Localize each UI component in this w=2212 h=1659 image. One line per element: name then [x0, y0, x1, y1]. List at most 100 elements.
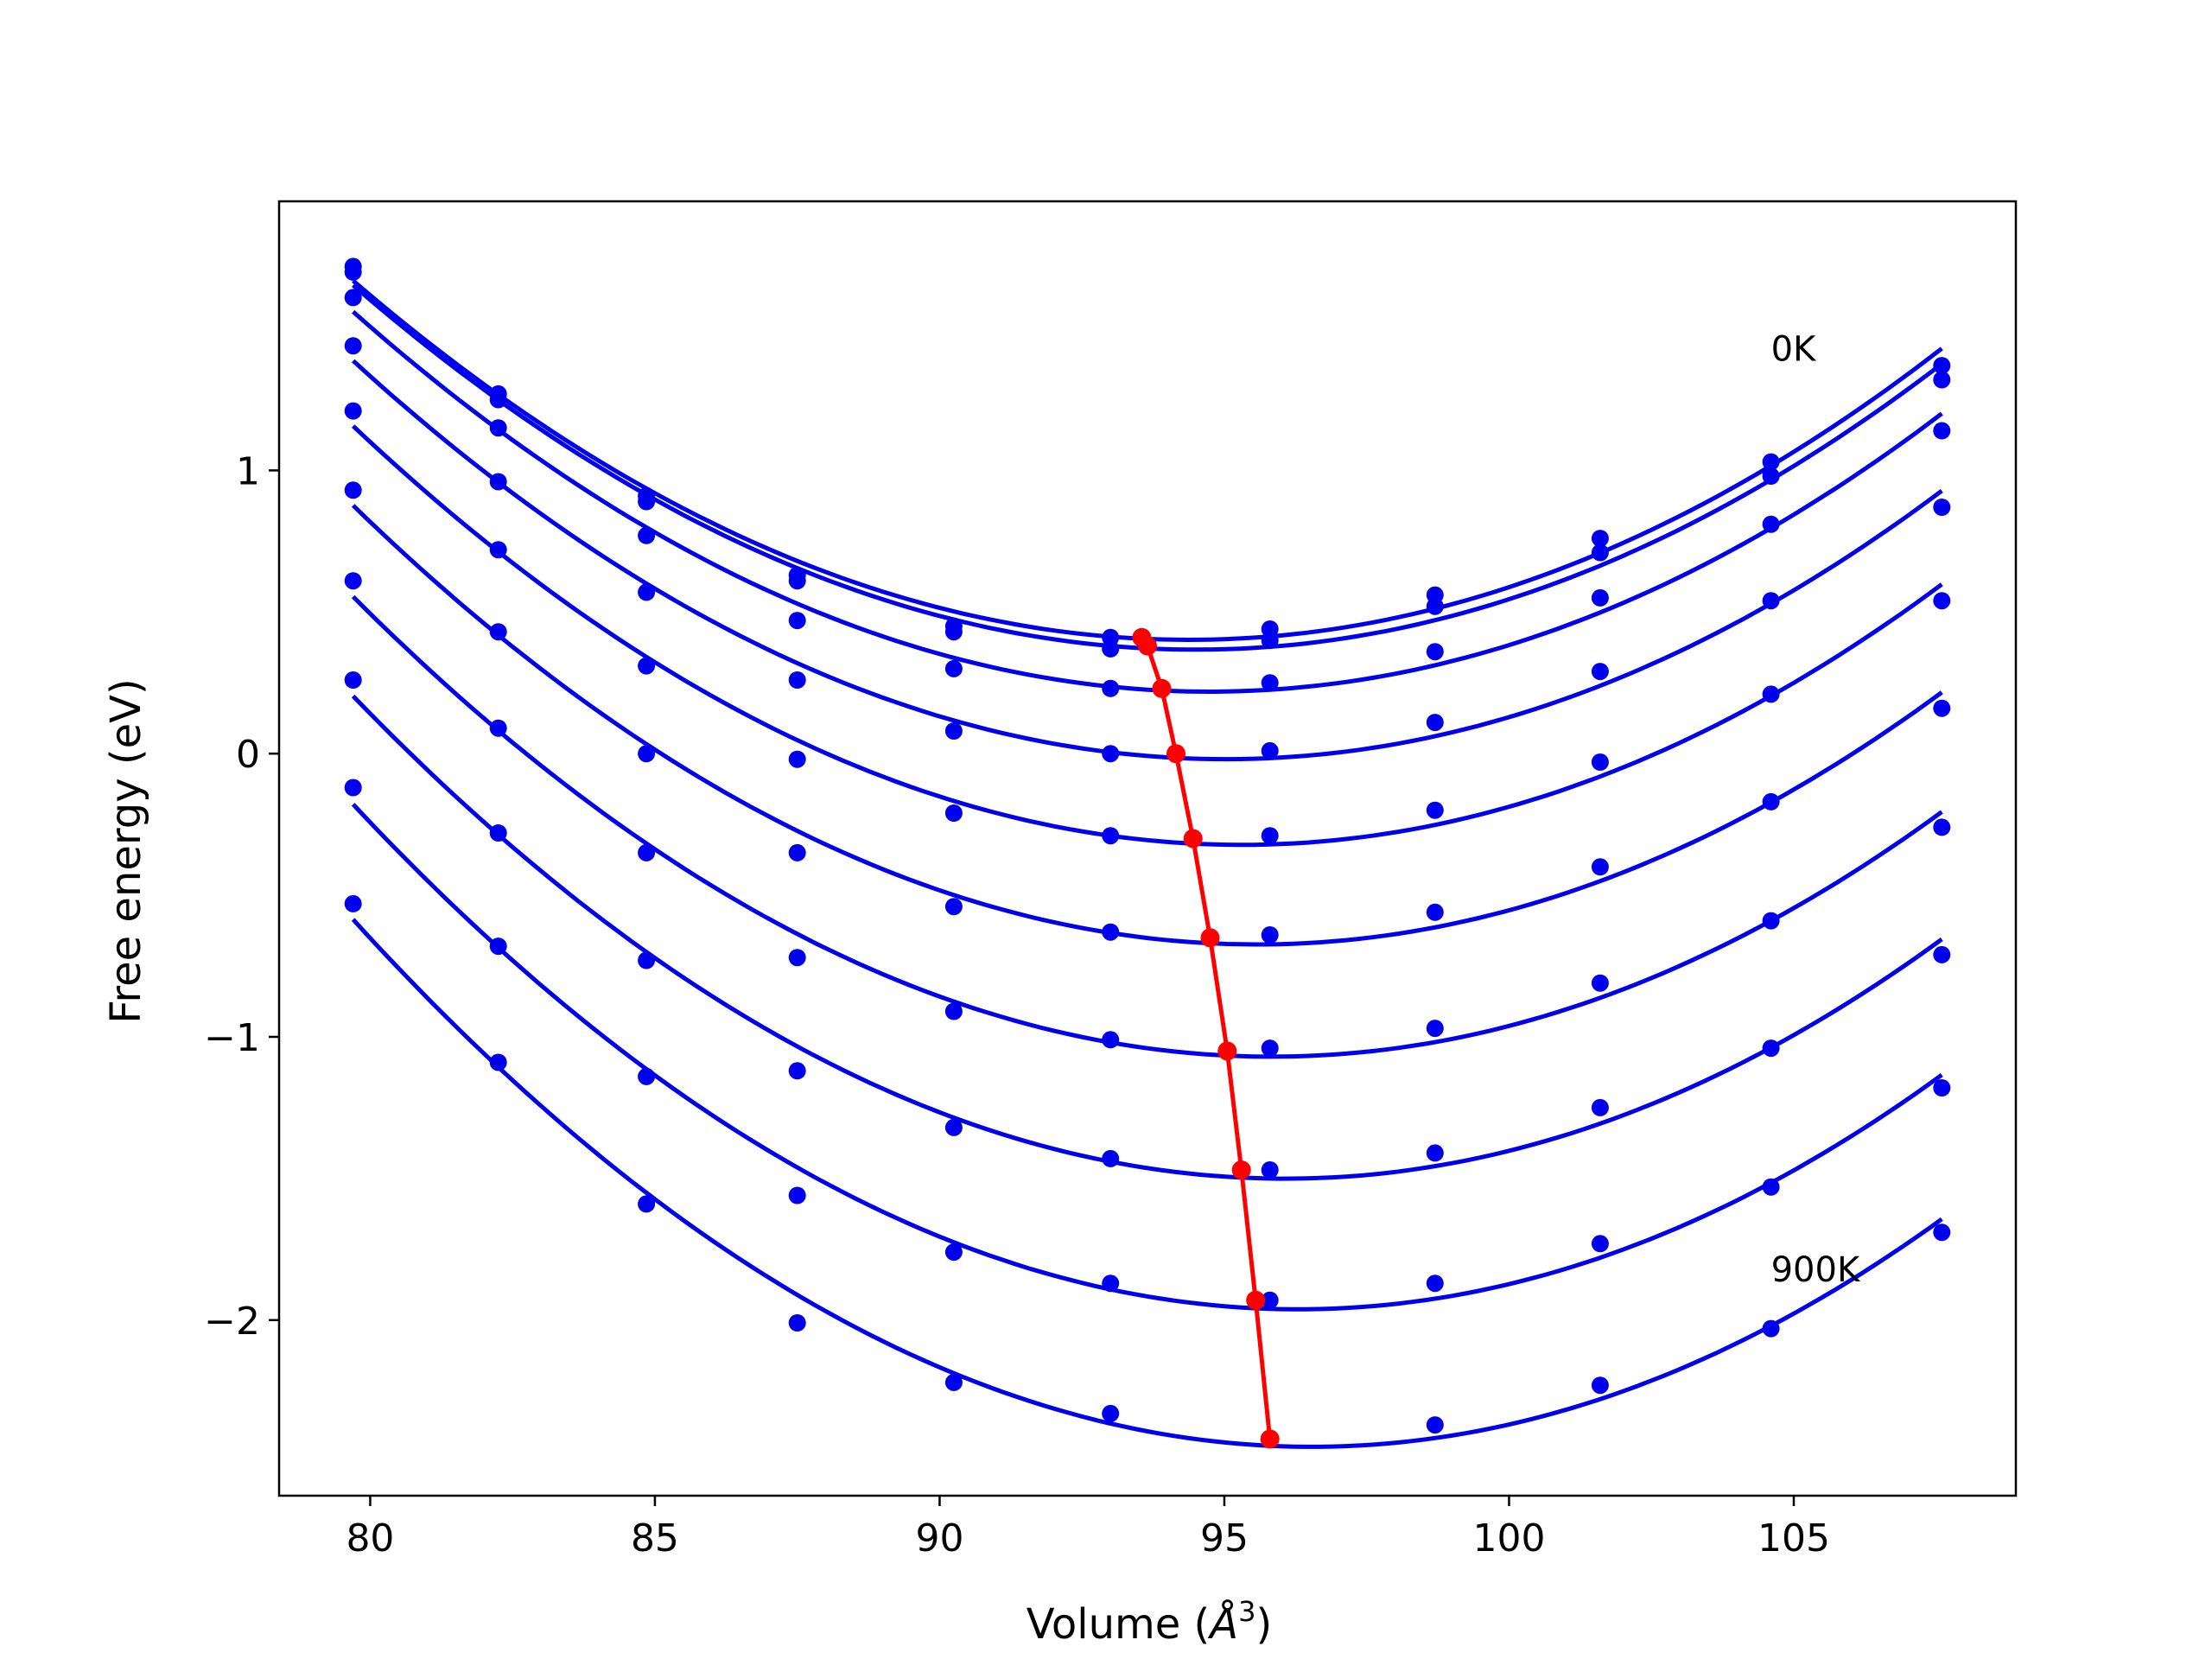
- y-axis-label: Free energy (eV): [102, 678, 150, 1023]
- data-point: [1102, 1274, 1120, 1293]
- data-point: [1591, 530, 1609, 548]
- data-point: [944, 623, 963, 641]
- data-point: [1591, 1098, 1609, 1116]
- data-point: [344, 779, 362, 797]
- data-point: [489, 719, 507, 737]
- data-point: [1762, 792, 1780, 810]
- data-point: [1762, 1178, 1780, 1196]
- data-point: [489, 623, 507, 641]
- data-point: [1933, 371, 1951, 389]
- x-axis-label-unit: Å: [1207, 1599, 1238, 1649]
- data-point: [788, 1186, 806, 1205]
- data-point: [638, 583, 656, 601]
- data-point: [1933, 592, 1951, 610]
- data-point: [1102, 745, 1120, 763]
- y-axis-ticks: −2 −1 0 1: [204, 449, 279, 1344]
- data-point: [1762, 912, 1780, 930]
- y-tick-label: −2: [204, 1300, 260, 1344]
- x-axis-ticks: 80 85 90 95 100 105: [346, 1496, 1830, 1560]
- data-point: [1426, 1144, 1444, 1162]
- x-axis-label-sup: 3: [1238, 1595, 1255, 1628]
- data-point: [1261, 1291, 1279, 1309]
- data-point: [1102, 639, 1120, 658]
- x-tick-label: 100: [1472, 1516, 1545, 1560]
- annotations: 0K 900K: [1771, 329, 1861, 1289]
- data-point: [1933, 499, 1951, 516]
- x-tick-label: 95: [1200, 1516, 1249, 1560]
- data-point: [1591, 588, 1609, 607]
- y-tick-label: 0: [236, 733, 260, 777]
- fit-curve-400K: [351, 424, 1943, 848]
- data-point: [1261, 674, 1279, 692]
- fit-curve-300K: [352, 359, 1943, 762]
- data-point: [1426, 714, 1444, 732]
- data-point: [944, 722, 963, 740]
- data-point: [1933, 945, 1951, 963]
- data-point: [489, 419, 507, 437]
- x-tick-label: 80: [346, 1516, 394, 1560]
- data-point: [1102, 1149, 1120, 1167]
- data-point: [1261, 632, 1279, 650]
- data-point: [344, 894, 362, 912]
- data-point: [944, 659, 963, 677]
- data-point: [489, 541, 507, 559]
- data-point: [638, 745, 656, 763]
- data-point: [1933, 1224, 1951, 1242]
- data-point: [1591, 974, 1609, 992]
- data-point: [344, 289, 362, 307]
- data-point: [1933, 818, 1951, 836]
- data-point: [944, 804, 963, 822]
- minimum-line: [1132, 627, 1280, 1449]
- data-point: [1261, 741, 1279, 760]
- data-point: [1591, 663, 1609, 681]
- data-point: [638, 493, 656, 511]
- data-point: [1102, 679, 1120, 697]
- minimum-point: [1138, 636, 1157, 656]
- data-point: [638, 526, 656, 544]
- data-point: [1762, 1319, 1780, 1338]
- minimum-line-path: [1140, 636, 1273, 1440]
- data-point: [788, 671, 806, 689]
- data-point: [1591, 1235, 1609, 1253]
- data-point: [638, 1067, 656, 1085]
- data-points: [344, 257, 1951, 1448]
- data-point: [1261, 1161, 1279, 1179]
- data-point: [1426, 1416, 1444, 1434]
- data-point: [1591, 753, 1609, 771]
- minimum-point: [1231, 1160, 1251, 1179]
- data-point: [1102, 1404, 1120, 1422]
- data-point: [1933, 422, 1951, 440]
- data-point: [489, 824, 507, 842]
- data-point: [788, 843, 806, 861]
- data-point: [788, 949, 806, 967]
- fit-curve-700K: [351, 694, 1943, 1181]
- data-point: [1762, 467, 1780, 485]
- minimum-point: [1152, 678, 1172, 698]
- data-point: [1426, 643, 1444, 661]
- minimum-point: [1260, 1429, 1280, 1449]
- data-point: [1261, 827, 1279, 845]
- data-point: [788, 1314, 806, 1332]
- data-point: [944, 898, 963, 916]
- data-point: [1762, 685, 1780, 703]
- data-point: [1762, 453, 1780, 471]
- minimum-point: [1200, 928, 1220, 948]
- data-point: [1426, 801, 1444, 819]
- data-point: [1933, 357, 1951, 375]
- data-point: [1762, 515, 1780, 533]
- minimum-point: [1217, 1041, 1237, 1061]
- y-tick-label: −1: [204, 1016, 260, 1060]
- minimum-point: [1246, 1290, 1266, 1310]
- data-point: [1933, 1079, 1951, 1096]
- data-point: [1426, 1274, 1444, 1293]
- data-point: [1261, 1039, 1279, 1058]
- data-point: [944, 1002, 963, 1020]
- data-point: [1933, 699, 1951, 717]
- data-point: [489, 391, 507, 409]
- data-point: [788, 612, 806, 630]
- data-point: [638, 843, 656, 861]
- x-axis-label-main: Volume (: [1027, 1600, 1211, 1649]
- data-point: [788, 572, 806, 590]
- fit-curve-900K: [351, 918, 1943, 1449]
- data-point: [489, 473, 507, 491]
